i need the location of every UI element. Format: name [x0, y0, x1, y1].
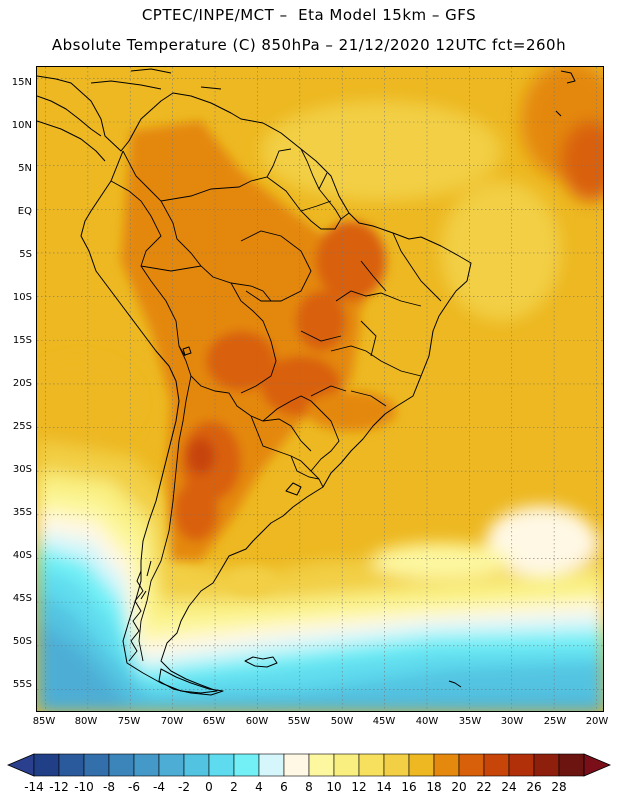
colorbar-tick-label: 2 — [230, 780, 238, 794]
lon-label-50w: 50W — [330, 716, 354, 727]
lat-label-50s: 50S — [12, 636, 32, 647]
coastlines — [37, 68, 576, 696]
colorbar-swatch — [408, 753, 435, 777]
lon-label-75w: 75W — [117, 716, 141, 727]
lon-label-60w: 60W — [245, 716, 269, 727]
lat-label-5s: 5S — [19, 249, 32, 260]
colorbar-swatch — [208, 753, 235, 777]
colorbar-swatch — [158, 753, 185, 777]
lon-label-55w: 55W — [287, 716, 311, 727]
colorbar-swatch — [58, 753, 85, 777]
land-heat-shading — [121, 121, 396, 596]
colorbar-tick-label: 16 — [401, 780, 417, 794]
colorbar-swatch — [433, 753, 460, 777]
colorbar-over-arrow — [583, 753, 612, 777]
lat-label-45s: 45S — [12, 593, 32, 604]
colorbar-swatch — [133, 753, 160, 777]
colorbar-swatch — [458, 753, 485, 777]
lat-label-15n: 15N — [11, 77, 32, 88]
temperature-colorbar — [6, 753, 612, 777]
colorbar-tick-label: 6 — [280, 780, 288, 794]
colorbar-swatches — [33, 753, 585, 777]
colorbar-tick-label: -6 — [128, 780, 140, 794]
lat-label-10s: 10S — [12, 292, 32, 303]
colorbar-tick-label: 26 — [526, 780, 542, 794]
lon-label-25w: 25W — [543, 716, 567, 727]
political-borders — [110, 148, 442, 662]
colorbar-tick-label: -4 — [153, 780, 165, 794]
lon-label-30w: 30W — [500, 716, 524, 727]
central-america-coastline — [37, 95, 106, 162]
colorbar-swatch — [83, 753, 110, 777]
colorbar-tick-label: 10 — [326, 780, 342, 794]
colorbar-tick-label: -14 — [24, 780, 44, 794]
lat-label-eq: EQ — [17, 206, 32, 217]
colorbar-swatch — [183, 753, 210, 777]
lon-label-85w: 85W — [32, 716, 56, 727]
colorbar-swatch — [33, 753, 60, 777]
colorbar-swatch — [333, 753, 360, 777]
colorbar-tick-label: -2 — [178, 780, 190, 794]
colorbar-swatch — [533, 753, 560, 777]
lon-label-40w: 40W — [415, 716, 439, 727]
temperature-shading — [37, 67, 603, 711]
lon-label-65w: 65W — [202, 716, 226, 727]
lon-label-80w: 80W — [74, 716, 98, 727]
colorbar-tick-label: 14 — [376, 780, 392, 794]
lat-label-55s: 55S — [12, 679, 32, 690]
colorbar-tick-label: 12 — [351, 780, 367, 794]
map-title-variable: Absolute Temperature (C) 850hPa – 21/12/… — [51, 36, 567, 54]
colorbar-tick-label: 20 — [451, 780, 467, 794]
colorbar-swatch — [308, 753, 335, 777]
falkland-islands — [244, 656, 278, 668]
colorbar-tick-label: -10 — [74, 780, 94, 794]
colorbar-swatch — [258, 753, 285, 777]
colorbar-swatch — [383, 753, 410, 777]
colorbar-tick-label: 22 — [476, 780, 492, 794]
lat-label-40s: 40S — [12, 550, 32, 561]
chile-fjords — [128, 560, 152, 662]
colorbar-tick-label: -8 — [103, 780, 115, 794]
lon-label-70w: 70W — [160, 716, 184, 727]
lat-label-20s: 20S — [12, 378, 32, 389]
lat-label-25s: 25S — [12, 421, 32, 432]
colorbar-swatch — [558, 753, 585, 777]
lat-label-35s: 35S — [12, 507, 32, 518]
map-canvas — [37, 67, 603, 711]
south-georgia — [448, 680, 462, 688]
caribbean-coast — [90, 68, 576, 117]
lon-label-35w: 35W — [458, 716, 482, 727]
map-title-model: CPTEC/INPE/MCT – Eta Model 15km – GFS — [141, 6, 477, 24]
colorbar-swatch — [283, 753, 310, 777]
lat-label-5n: 5N — [18, 163, 32, 174]
lon-label-45w: 45W — [372, 716, 396, 727]
lat-label-15s: 15S — [12, 335, 32, 346]
colorbar-swatch — [483, 753, 510, 777]
lon-label-20w: 20W — [585, 716, 609, 727]
colorbar-swatch — [508, 753, 535, 777]
colorbar-swatch — [233, 753, 260, 777]
colorbar-tick-label: 8 — [305, 780, 313, 794]
colorbar-tick-label: -12 — [49, 780, 69, 794]
south-america-coastline — [37, 75, 472, 694]
lagoa-dos-patos — [285, 482, 302, 496]
temperature-map[interactable] — [36, 66, 604, 712]
colorbar-tick-label: 18 — [426, 780, 442, 794]
colorbar-swatch — [358, 753, 385, 777]
colorbar-tick-label: 4 — [255, 780, 263, 794]
tierra-del-fuego — [158, 668, 224, 696]
colorbar-tick-label: 28 — [551, 780, 567, 794]
colorbar-under-arrow — [6, 753, 35, 777]
colorbar-tick-label: 0 — [205, 780, 213, 794]
colorbar-swatch — [108, 753, 135, 777]
colorbar-tick-label: 24 — [501, 780, 517, 794]
lat-label-10n: 10N — [11, 120, 32, 131]
lake-titicaca — [182, 346, 192, 356]
lat-label-30s: 30S — [12, 464, 32, 475]
